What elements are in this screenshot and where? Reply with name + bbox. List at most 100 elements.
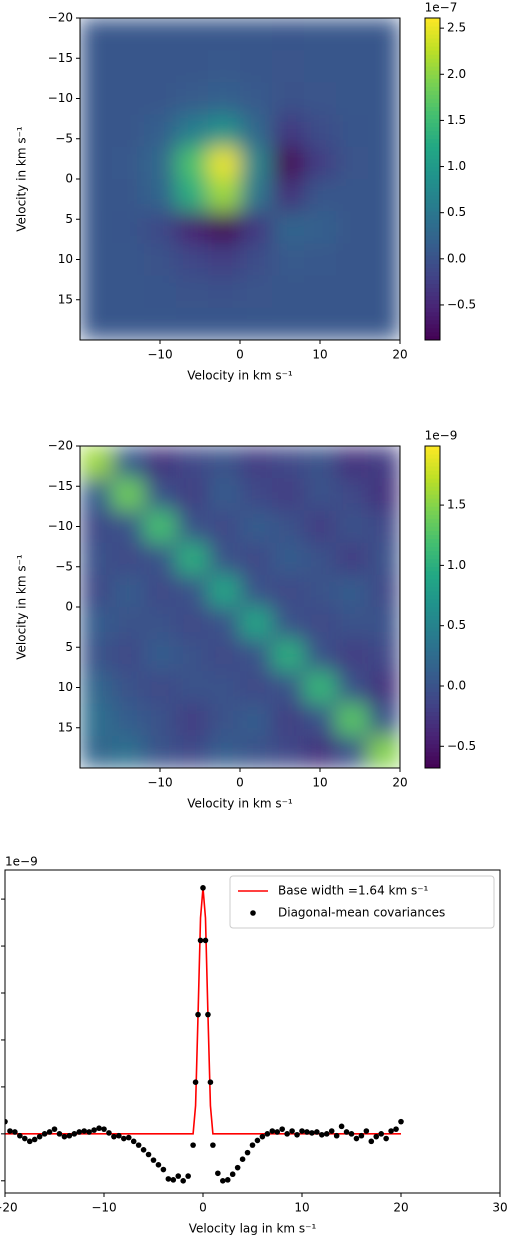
colorbar-swatch xyxy=(425,263,440,268)
heatmap-cell xyxy=(336,275,369,309)
colorbar-swatch xyxy=(425,307,440,313)
colorbar-swatch xyxy=(425,691,440,696)
heatmap-cell xyxy=(304,542,337,576)
heatmap-cell xyxy=(176,478,209,511)
colorbar-swatch xyxy=(425,647,440,652)
heatmap-cell xyxy=(208,18,241,51)
colorbar-swatch xyxy=(425,227,440,232)
y-tick-label: −15 xyxy=(48,51,73,65)
heatmap-cell xyxy=(272,703,305,737)
heatmap-cell xyxy=(80,446,113,479)
heatmap-image xyxy=(80,446,400,768)
heatmap-cell xyxy=(304,478,337,511)
heatmap-cell xyxy=(176,18,209,51)
heatmap-cell xyxy=(304,50,337,83)
point xyxy=(249,1142,256,1148)
point xyxy=(210,1142,216,1148)
heatmap-cell xyxy=(336,82,369,116)
heatmap-cell xyxy=(80,703,113,737)
heatmap-cell xyxy=(176,639,209,672)
colorbar-swatch xyxy=(425,562,440,568)
colorbar-swatch xyxy=(425,287,440,293)
y-tick-label: 15 xyxy=(58,292,73,306)
point xyxy=(343,1129,350,1135)
point xyxy=(220,1177,226,1184)
colorbar-swatch xyxy=(425,651,440,656)
point xyxy=(264,1131,271,1137)
colorbar-swatch xyxy=(425,639,440,644)
heatmap-cell xyxy=(336,114,369,148)
heatmap-cell xyxy=(240,18,273,51)
colorbar-swatch xyxy=(425,235,440,240)
colorbar-tick-label: 2.5 xyxy=(447,21,466,35)
point xyxy=(130,1138,137,1145)
colorbar-swatch xyxy=(425,203,440,208)
heatmap-cell xyxy=(240,307,273,340)
heatmap-cell xyxy=(272,446,305,479)
heatmap-cell xyxy=(336,574,369,608)
heatmap-cell xyxy=(176,446,209,479)
heatmap-cell xyxy=(304,510,337,544)
colorbar-swatch xyxy=(425,215,440,220)
point xyxy=(190,1142,196,1148)
heatmap-cell xyxy=(272,735,305,768)
colorbar-swatch xyxy=(425,715,440,721)
point xyxy=(96,1125,102,1132)
x-axis-label: Velocity in km s⁻¹ xyxy=(187,797,293,811)
colorbar-swatch xyxy=(425,319,440,325)
heatmap-cell xyxy=(272,478,305,511)
colorbar-swatch xyxy=(425,311,440,317)
heatmap-cell xyxy=(112,211,145,244)
heatmap-cell xyxy=(112,243,145,277)
point xyxy=(373,1133,380,1140)
x-tick-label: 20 xyxy=(392,776,407,790)
colorbar-swatch xyxy=(425,179,440,184)
heatmap-cell xyxy=(208,639,241,672)
colorbar-swatch xyxy=(425,494,440,499)
colorbar-swatch xyxy=(425,335,440,341)
heatmap-cell xyxy=(368,510,400,544)
point xyxy=(319,1131,325,1138)
colorbar-swatch xyxy=(425,191,440,196)
colorbar-swatch xyxy=(425,102,440,107)
colorbar-swatch xyxy=(425,458,440,463)
colorbar-swatch xyxy=(425,74,440,79)
colorbar-swatch xyxy=(425,554,440,560)
heatmap-cell xyxy=(240,542,273,576)
colorbar-tick-label: 1.0 xyxy=(447,558,466,572)
colorbar-swatch xyxy=(425,247,440,252)
point xyxy=(111,1133,117,1140)
heatmap-cell xyxy=(336,542,369,576)
heatmap-cell xyxy=(176,574,209,608)
point xyxy=(86,1129,92,1135)
heatmap-cell xyxy=(336,510,369,544)
y-axis-label: Velocity in km s⁻¹ xyxy=(15,554,29,660)
heatmap-cell xyxy=(208,307,241,340)
colorbar-swatch xyxy=(425,627,440,632)
heatmap-cell xyxy=(208,446,241,479)
colorbar-swatch xyxy=(425,679,440,684)
heatmap-cell xyxy=(80,243,113,277)
heatmap-cell xyxy=(112,18,145,51)
colorbar-swatch xyxy=(425,478,440,483)
x-tick-label: 10 xyxy=(312,776,327,790)
colorbar-swatch xyxy=(425,207,440,212)
colorbar-swatch xyxy=(425,271,440,276)
heatmap-cell xyxy=(144,574,177,608)
colorbar-swatch xyxy=(425,199,440,204)
point xyxy=(299,1128,305,1134)
colorbar-swatch xyxy=(425,166,440,172)
heatmap-cells xyxy=(80,18,400,340)
colorbar-swatch xyxy=(425,546,440,552)
heatmap-cell xyxy=(176,82,209,116)
colorbar-swatch xyxy=(425,26,440,31)
heatmap-cell xyxy=(304,82,337,116)
colorbar-swatch xyxy=(425,82,440,87)
heatmap-cell xyxy=(144,211,177,244)
colorbar-swatch xyxy=(425,675,440,680)
point xyxy=(333,1132,340,1139)
heatmap-cell xyxy=(208,478,241,511)
colorbar-tick-label: −0.5 xyxy=(447,297,476,311)
heatmap-cell xyxy=(368,542,400,576)
colorbar-swatch xyxy=(425,763,440,769)
